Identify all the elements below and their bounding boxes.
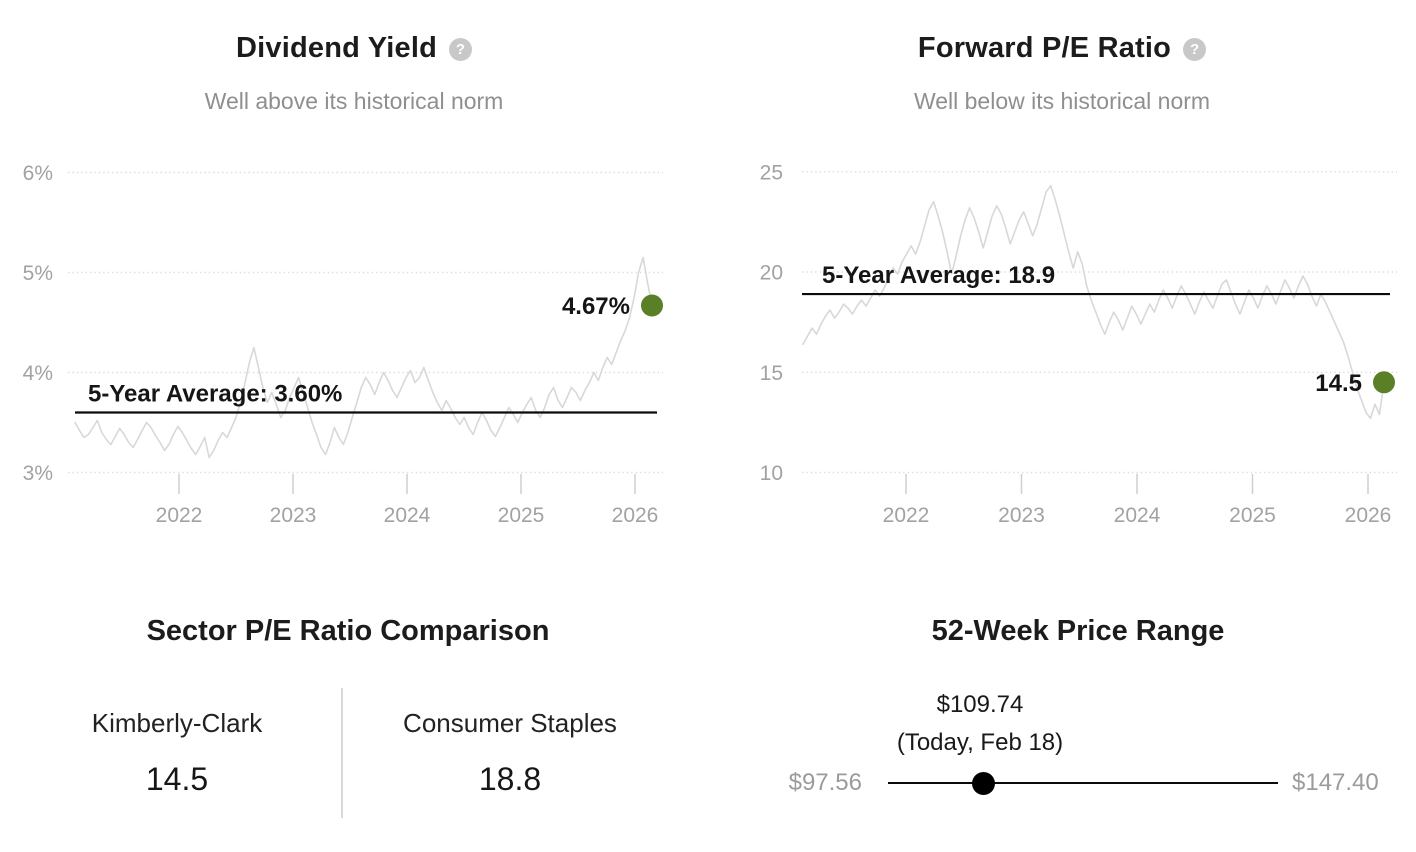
y-axis-label: 4% [23,362,53,385]
help-icon[interactable]: ? [1183,37,1207,61]
average-line-label: 5-Year Average: 18.9 [822,262,1055,289]
x-axis-label: 2024 [384,504,431,527]
x-axis-label: 2025 [1229,504,1276,527]
forward-pe-title: Forward P/E Ratio [917,31,1172,64]
series-line [74,256,653,459]
x-axis-label: 2025 [498,504,545,527]
series-line [802,185,1385,420]
current-value-dot [1373,371,1395,394]
comparison-column-sector: Consumer Staples 18.8 [360,707,660,798]
y-axis-label: 3% [23,462,53,485]
current-value-dot [641,294,663,317]
x-axis-label: 2023 [998,504,1045,527]
company-pe-value: 14.5 [145,761,209,797]
help-icon[interactable]: ? [449,37,472,61]
current-price-label: $109.74 [936,691,1024,718]
price-range-track [888,782,1278,785]
x-axis-label: 2026 [612,504,659,527]
x-axis-label: 2022 [883,504,930,527]
y-axis-label: 10 [760,462,783,485]
price-range-title: 52-Week Price Range [931,615,1225,647]
dividend-yield-subtitle: Well above its historical norm [204,88,504,114]
dividend-yield-header: Dividend Yield ? Well above its historic… [0,30,708,115]
current-price-note: (Today, Feb 18) [896,729,1064,756]
x-axis-label: 2023 [270,504,317,527]
x-axis-label: 2022 [156,504,203,527]
comparison-column-company: Kimberly-Clark 14.5 [27,707,327,798]
range-min-label: $97.56 [788,769,862,796]
y-axis-label: 20 [760,262,783,285]
y-axis-label: 5% [23,262,53,285]
column-divider [341,688,343,818]
y-axis-label: 15 [760,362,783,385]
price-range-handle[interactable] [971,771,995,795]
current-value-label: 4.67% [562,293,630,320]
y-axis-label: 25 [760,161,783,184]
forward-pe-header: Forward P/E Ratio ? Well below its histo… [708,30,1416,115]
x-axis-label: 2024 [1114,504,1161,527]
average-line-label: 5-Year Average: 3.60% [88,381,342,408]
y-axis-label: 6% [23,162,53,185]
current-value-label: 14.5 [1315,370,1362,397]
sector-pe-value: 18.8 [478,761,542,797]
forward-pe-subtitle: Well below its historical norm [913,88,1211,114]
dividend-yield-title: Dividend Yield [235,31,437,64]
company-label: Kimberly-Clark [91,708,263,738]
sector-comparison-title: Sector P/E Ratio Comparison [146,615,550,647]
x-axis-label: 2026 [1345,504,1392,527]
range-max-label: $147.40 [1292,769,1379,796]
sector-label: Consumer Staples [403,708,617,738]
